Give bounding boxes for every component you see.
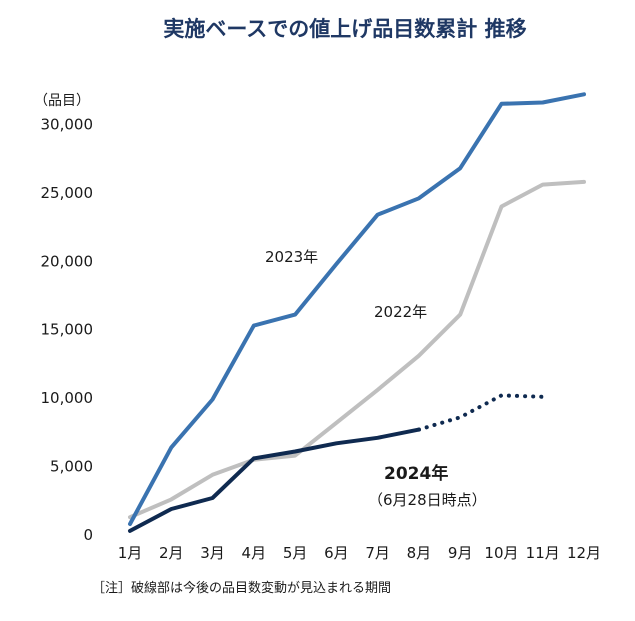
series-lines <box>128 92 586 533</box>
x-tick-label: 9月 <box>448 544 473 562</box>
x-axis-ticks: 1月 2月 3月 4月 5月 6月 7月 8月 9月 10月 11月 12月 <box>118 544 601 562</box>
footnote: ［注］破線部は今後の品目数変動が見込まれる期間 <box>92 580 391 596</box>
series-line-2022 <box>128 179 586 520</box>
y-tick-label: 20,000 <box>41 252 94 270</box>
y-tick-label: 10,000 <box>41 389 94 407</box>
series-line-2024 <box>128 427 421 533</box>
x-tick-label: 4月 <box>242 544 267 562</box>
y-axis-ticks: 0 5,000 10,000 15,000 20,000 25,000 30,000 <box>41 115 94 544</box>
x-tick-label: 3月 <box>200 544 225 562</box>
x-tick-label: 6月 <box>324 544 349 562</box>
x-tick-label: 1月 <box>118 544 143 562</box>
series-projected-line-2024 <box>416 393 545 432</box>
y-tick-label: 15,000 <box>41 321 94 339</box>
x-tick-label: 5月 <box>283 544 308 562</box>
x-tick-label: 8月 <box>407 544 432 562</box>
y-tick-label: 30,000 <box>41 115 94 133</box>
series-label-2024: 2024年 <box>384 463 448 484</box>
x-tick-label: 11月 <box>526 544 560 562</box>
x-tick-label: 7月 <box>365 544 390 562</box>
series-label-2023: 2023年 <box>265 248 318 266</box>
y-axis-unit-label: （品目） <box>34 93 90 109</box>
series-line-2023 <box>128 92 586 526</box>
series-sublabel-2024: （6月28日時点） <box>368 491 487 509</box>
series-label-2022: 2022年 <box>374 303 427 321</box>
x-tick-label: 12月 <box>567 544 601 562</box>
x-tick-label: 2月 <box>159 544 184 562</box>
y-tick-label: 0 <box>83 526 93 544</box>
chart-title: 実施ベースでの値上げ品目数累計 推移 <box>163 17 526 41</box>
y-tick-label: 5,000 <box>50 458 93 476</box>
y-tick-label: 25,000 <box>41 184 94 202</box>
x-tick-label: 10月 <box>484 544 518 562</box>
